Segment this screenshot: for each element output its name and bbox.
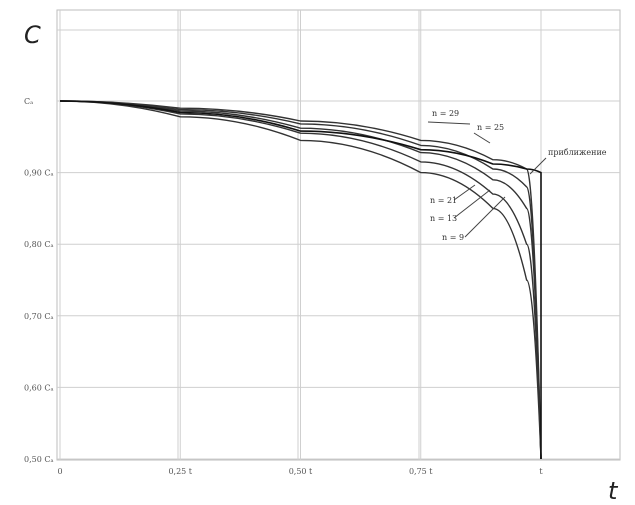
ticks: 0 0,25 t 0,50 t 0,75 t t Cₐ 0,90 Cₐ 0,80 Cₐ 0,70… bbox=[24, 97, 543, 476]
series-label-5: приближение bbox=[548, 148, 607, 157]
gridlines bbox=[56, 9, 621, 461]
x-axis-label: t bbox=[608, 477, 619, 505]
series-label-4: n = 9 bbox=[442, 233, 464, 242]
series-line-3 bbox=[59, 100, 542, 460]
x-tick-label-1: 0,25 t bbox=[168, 467, 192, 476]
series-line-4 bbox=[59, 100, 542, 460]
leader-line-0 bbox=[427, 121, 471, 125]
curves bbox=[59, 100, 542, 460]
series-label-2: n = 21 bbox=[430, 196, 457, 205]
series-line-1 bbox=[59, 100, 542, 460]
series-label-3: n = 13 bbox=[430, 214, 457, 223]
x-tick-label-2: 0,50 t bbox=[289, 467, 313, 476]
x-tick-label-3: 0,75 t bbox=[409, 467, 433, 476]
x-tick-label-4: t bbox=[539, 467, 543, 476]
y-tick-label-1: 0,90 Cₐ bbox=[24, 169, 54, 178]
y-axis-label: C bbox=[24, 21, 41, 49]
series-label-0: n = 29 bbox=[432, 109, 459, 118]
y-tick-label-2: 0,80 Cₐ bbox=[24, 240, 54, 249]
y-tick-label-4: 0,60 Cₐ bbox=[24, 383, 54, 392]
y-tick-label-3: 0,70 Cₐ bbox=[24, 312, 54, 321]
series-label-1: n = 25 bbox=[477, 123, 504, 132]
x-tick-label-0: 0 bbox=[57, 467, 62, 476]
y-tick-label-5: 0,50 Cₐ bbox=[24, 455, 54, 464]
leaders: n = 29 n = 25 n = 21 n = 13 n = 9 приближение bbox=[427, 109, 607, 242]
leader-line-2 bbox=[453, 184, 476, 201]
leader-line-5 bbox=[529, 157, 547, 175]
series-line-2 bbox=[59, 100, 542, 460]
leader-line-1 bbox=[473, 132, 491, 144]
y-tick-label-0: Cₐ bbox=[24, 97, 33, 106]
plot-frame bbox=[56, 9, 621, 461]
series-line-0 bbox=[59, 100, 542, 460]
series-line-5 bbox=[59, 100, 542, 459]
leader-line-4 bbox=[464, 196, 506, 238]
leader-line-3 bbox=[453, 189, 491, 219]
